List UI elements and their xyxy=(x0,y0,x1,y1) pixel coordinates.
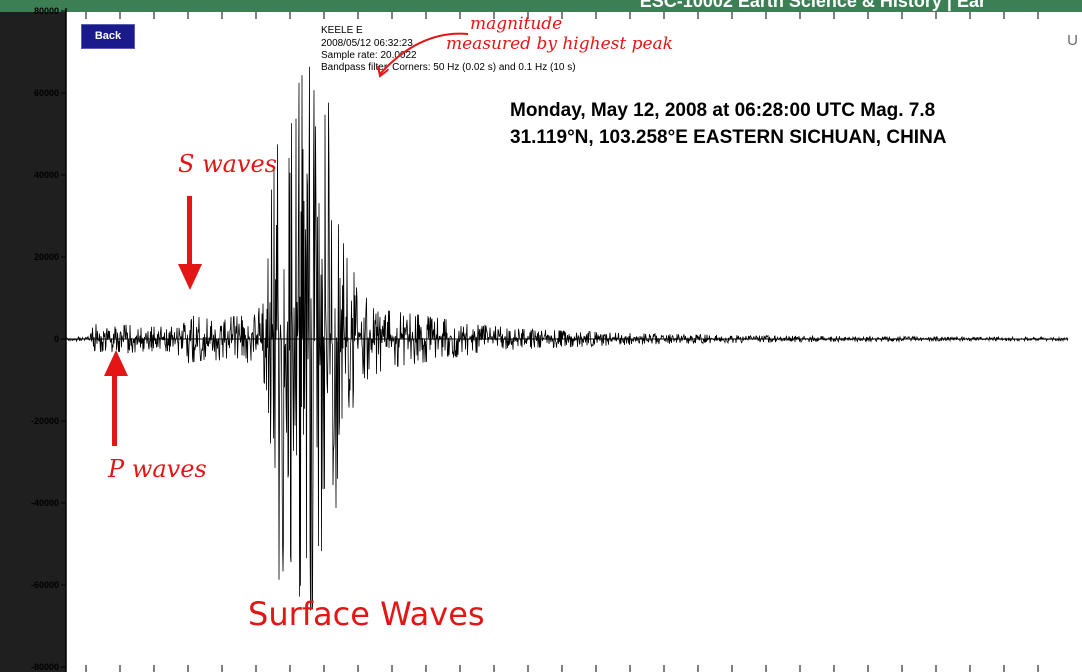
y-tick-label: 60000 xyxy=(34,88,59,98)
y-tick-label: 0 xyxy=(54,334,59,344)
back-button[interactable]: Back xyxy=(81,24,135,49)
magnitude-pointer-head xyxy=(377,65,389,78)
logo-letter: U xyxy=(1067,32,1078,49)
sample-rate: Sample rate: 20.0022 xyxy=(321,50,417,61)
magnitude-note-line1: magnitude xyxy=(470,14,563,34)
bandpass-filter: Bandpass filter. Corners: 50 Hz (0.02 s)… xyxy=(321,62,576,73)
top-banner: ESC-10002 Earth Science & History | Ear xyxy=(0,0,1082,12)
event-location: 31.119°N, 103.258°E EASTERN SICHUAN, CHI… xyxy=(510,127,947,148)
p-waves-arrow-icon xyxy=(104,350,128,376)
banner-title: ESC-10002 Earth Science & History | Ear xyxy=(639,0,986,11)
y-tick-label: 20000 xyxy=(34,252,59,262)
s-waves-arrow-shaft xyxy=(187,196,192,268)
p-waves-arrow-shaft xyxy=(112,374,117,446)
event-title: Monday, May 12, 2008 at 06:28:00 UTC Mag… xyxy=(510,100,936,121)
logo-area: U xyxy=(1067,12,1082,672)
y-tick-label: 40000 xyxy=(34,170,59,180)
s-waves-label: S waves xyxy=(178,150,277,178)
y-tick-label: -20000 xyxy=(31,416,59,426)
station-datetime: 2008/05/12 06:32:23 xyxy=(321,38,413,49)
surface-waves-label: Surface Waves xyxy=(248,595,485,633)
y-tick-label: 80000 xyxy=(34,6,59,16)
magnitude-pointer-curve xyxy=(379,32,469,75)
station-name: KEELE E xyxy=(321,25,363,36)
y-tick-label: -60000 xyxy=(31,580,59,590)
p-waves-label: P waves xyxy=(108,455,207,483)
y-tick-label: -40000 xyxy=(31,498,59,508)
y-tick-label: -80000 xyxy=(31,662,59,672)
s-waves-arrow-icon xyxy=(178,264,202,290)
magnitude-note-line2: measured by highest peak xyxy=(446,34,673,54)
